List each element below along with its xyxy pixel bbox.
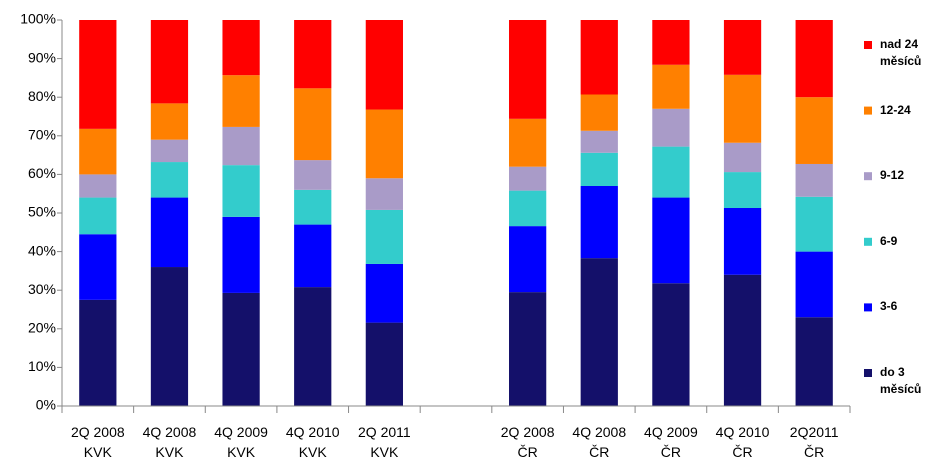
x-tick-label: 4Q 2009 KVK bbox=[214, 424, 268, 460]
legend-swatch bbox=[864, 303, 872, 312]
bar-segment bbox=[150, 20, 189, 104]
bar-segment bbox=[580, 130, 618, 153]
bar-segment bbox=[79, 174, 117, 198]
bar-segment bbox=[150, 139, 189, 163]
y-tick-label: 0% bbox=[36, 397, 56, 413]
bar-segment bbox=[150, 103, 189, 140]
legend-label: 9-12 bbox=[880, 168, 905, 183]
y-tick-label: 30% bbox=[28, 281, 56, 297]
bar-segment bbox=[580, 94, 618, 131]
bar-segment bbox=[294, 189, 332, 225]
bar-segment bbox=[294, 160, 332, 190]
bar-segment bbox=[723, 142, 762, 173]
bar-segment bbox=[580, 20, 618, 95]
bar-segment bbox=[795, 20, 833, 98]
bar-segment bbox=[580, 185, 618, 259]
bar-segment bbox=[723, 20, 762, 75]
bar-segment bbox=[509, 118, 547, 167]
bar-segment bbox=[365, 322, 403, 406]
x-tick-label: 4Q 2010 KVK bbox=[285, 424, 340, 460]
bar-segment bbox=[150, 197, 189, 268]
bar-segment bbox=[222, 216, 260, 293]
bar-segment bbox=[294, 88, 332, 161]
bar-segment bbox=[294, 224, 332, 288]
bar-segment bbox=[365, 263, 403, 323]
bar-segment bbox=[365, 209, 403, 264]
bar-segment bbox=[723, 172, 762, 208]
x-tick-label: 2Q2011 ČR bbox=[789, 424, 839, 460]
bar-segment bbox=[509, 226, 547, 293]
y-tick-label: 50% bbox=[28, 204, 56, 220]
bar-segment bbox=[652, 283, 690, 406]
bar-segment bbox=[79, 128, 117, 175]
y-tick-label: 20% bbox=[28, 320, 56, 336]
y-tick-label: 100% bbox=[20, 11, 56, 27]
bar-segment bbox=[580, 152, 618, 186]
bar-segment bbox=[509, 292, 547, 406]
bar-segment bbox=[365, 178, 403, 210]
bar-segment bbox=[652, 108, 690, 147]
bar-segment bbox=[723, 74, 762, 143]
y-tick-label: 70% bbox=[28, 127, 56, 143]
bar-segment bbox=[222, 126, 260, 166]
bar-segment bbox=[150, 267, 189, 406]
legend-swatch bbox=[864, 172, 872, 181]
y-tick-label: 60% bbox=[28, 165, 56, 181]
legend-swatch bbox=[864, 41, 872, 49]
y-tick-label: 10% bbox=[28, 358, 56, 374]
bar-segment bbox=[294, 287, 332, 406]
bar-segment bbox=[652, 197, 690, 284]
bar-segment bbox=[795, 317, 833, 406]
bar-segment bbox=[795, 163, 833, 197]
legend-label: nad 24 měsíců bbox=[880, 37, 922, 68]
bar-segment bbox=[222, 292, 260, 406]
bar-segment bbox=[723, 207, 762, 275]
bar-segment bbox=[79, 197, 117, 235]
bar-segment bbox=[723, 274, 762, 406]
x-tick-label: 2Q 2008 ČR bbox=[500, 424, 555, 460]
bar-segment bbox=[79, 20, 117, 129]
bar-segment bbox=[509, 20, 547, 119]
x-tick-label: 4Q 2008 KVK bbox=[142, 424, 197, 460]
legend-label: 12-24 bbox=[880, 102, 911, 117]
bar-segment bbox=[652, 64, 690, 109]
legend-swatch bbox=[864, 369, 872, 377]
legend-label: 3-6 bbox=[880, 299, 898, 314]
y-tick-label: 40% bbox=[28, 242, 56, 258]
bar-segment bbox=[509, 190, 547, 227]
bar-segment bbox=[222, 75, 260, 127]
legend-label: 6-9 bbox=[880, 233, 898, 248]
y-tick-label: 80% bbox=[28, 88, 56, 104]
x-tick-label: 4Q 2008 ČR bbox=[572, 424, 627, 460]
bar-segment bbox=[580, 258, 618, 406]
bar-segment bbox=[652, 146, 690, 198]
bar-segment bbox=[652, 20, 690, 65]
bar-segment bbox=[365, 109, 403, 179]
bar-segment bbox=[294, 20, 332, 89]
bar-segment bbox=[509, 166, 547, 191]
bar-segment bbox=[222, 165, 260, 217]
bar-segment bbox=[795, 196, 833, 252]
x-tick-label: 4Q 2010 ČR bbox=[715, 424, 770, 460]
bar-segment bbox=[365, 20, 403, 110]
bar-segment bbox=[79, 234, 117, 300]
x-tick-label: 2Q 2011 KVK bbox=[358, 424, 411, 460]
bar-segment bbox=[79, 299, 117, 406]
legend-label: do 3 měsíců bbox=[880, 365, 922, 396]
bar-segment bbox=[222, 20, 260, 76]
bar-segment bbox=[795, 97, 833, 164]
legend-swatch bbox=[864, 106, 872, 115]
bar-segment bbox=[795, 251, 833, 318]
bar-segment bbox=[150, 162, 189, 198]
x-tick-label: 4Q 2009 ČR bbox=[644, 424, 698, 460]
y-tick-label: 90% bbox=[28, 49, 56, 65]
legend-swatch bbox=[864, 237, 872, 246]
x-tick-label: 2Q 2008 KVK bbox=[70, 424, 125, 460]
